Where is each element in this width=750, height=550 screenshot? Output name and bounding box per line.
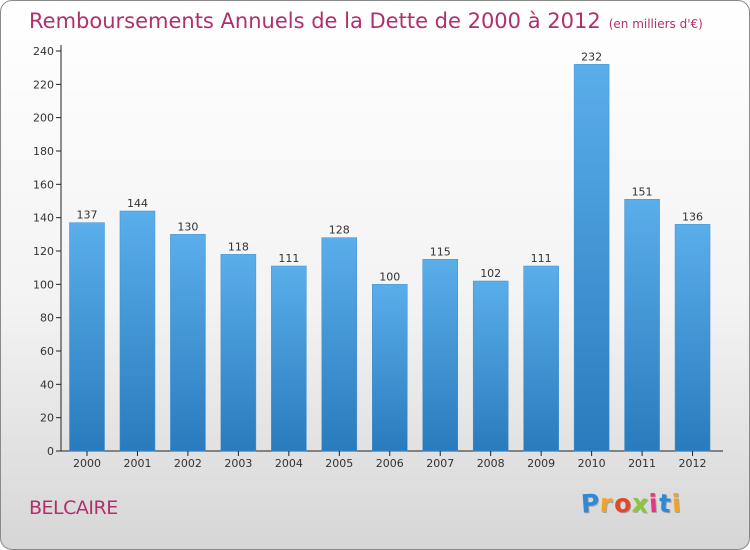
data-label-2011: 151 xyxy=(632,185,653,198)
y-tick-label: 40 xyxy=(40,378,54,391)
x-tick-label-2007: 2007 xyxy=(426,457,454,470)
bar-2002 xyxy=(170,234,206,452)
bar-chart: 0 20 40 60 80 100 120 140 160 180 200 220 240 137 2000… xyxy=(33,45,723,470)
chart-title-text: Remboursements Annuels de la Dette de 20… xyxy=(29,9,601,33)
x-tick-label-2004: 2004 xyxy=(275,457,303,470)
y-tick-label: 140 xyxy=(33,212,54,225)
bar-2009 xyxy=(523,265,559,452)
commune-name: BELCAIRE xyxy=(29,497,118,519)
x-tick-label-2001: 2001 xyxy=(123,457,151,470)
bar-2010 xyxy=(573,64,610,452)
data-label-2010: 232 xyxy=(581,50,602,63)
data-label-2003: 118 xyxy=(228,240,249,253)
data-label-2007: 115 xyxy=(430,245,451,258)
y-tick-label: 200 xyxy=(33,112,54,125)
bar-2011 xyxy=(624,199,660,452)
bar-2003 xyxy=(220,254,257,452)
bar-2006 xyxy=(372,284,408,452)
y-tick-label: 60 xyxy=(40,345,54,358)
bar-2012 xyxy=(674,224,711,452)
y-tick-label: 100 xyxy=(33,278,54,291)
bar-2001 xyxy=(119,210,156,452)
x-tick-label-2012: 2012 xyxy=(679,457,707,470)
y-tick-label: 120 xyxy=(33,245,54,258)
y-tick-label: 240 xyxy=(33,45,54,58)
data-label-2006: 100 xyxy=(379,270,400,283)
x-tick-label-2011: 2011 xyxy=(628,457,656,470)
logo-letter: i xyxy=(670,488,683,519)
logo-letter: x xyxy=(630,488,650,519)
x-tick-label-2003: 2003 xyxy=(224,457,252,470)
x-tick-label-2000: 2000 xyxy=(73,457,101,470)
logo-letter: o xyxy=(612,488,633,519)
x-tick-label-2010: 2010 xyxy=(578,457,606,470)
bar-2004 xyxy=(271,265,307,452)
y-tick-label: 0 xyxy=(47,445,54,458)
y-tick-label: 180 xyxy=(33,145,54,158)
data-label-2005: 128 xyxy=(329,224,350,237)
x-tick-label-2006: 2006 xyxy=(376,457,404,470)
chart-subtitle: (en milliers d'€) xyxy=(608,17,703,31)
x-tick-label-2005: 2005 xyxy=(325,457,353,470)
data-label-2009: 111 xyxy=(531,252,552,265)
data-label-2002: 130 xyxy=(177,220,198,233)
proxiti-logo: Proxiti xyxy=(580,488,683,519)
x-tick-label-2002: 2002 xyxy=(174,457,202,470)
bar-2008 xyxy=(472,280,509,452)
data-label-2012: 136 xyxy=(682,210,703,223)
y-tick-label: 80 xyxy=(40,312,54,325)
chart-title: Remboursements Annuels de la Dette de 20… xyxy=(29,9,703,33)
bar-2005 xyxy=(321,237,358,452)
logo-letter: P xyxy=(580,488,602,519)
data-label-2000: 137 xyxy=(77,209,98,222)
bar-2000 xyxy=(69,222,105,452)
x-tick-label-2008: 2008 xyxy=(477,457,505,470)
y-tick-label: 220 xyxy=(33,78,54,91)
data-label-2008: 102 xyxy=(480,267,501,280)
data-label-2001: 144 xyxy=(127,197,148,210)
y-tick-label: 160 xyxy=(33,178,54,191)
x-tick-label-2009: 2009 xyxy=(527,457,555,470)
bar-2007 xyxy=(422,259,458,452)
data-label-2004: 111 xyxy=(278,252,299,265)
y-tick-label: 20 xyxy=(40,412,54,425)
